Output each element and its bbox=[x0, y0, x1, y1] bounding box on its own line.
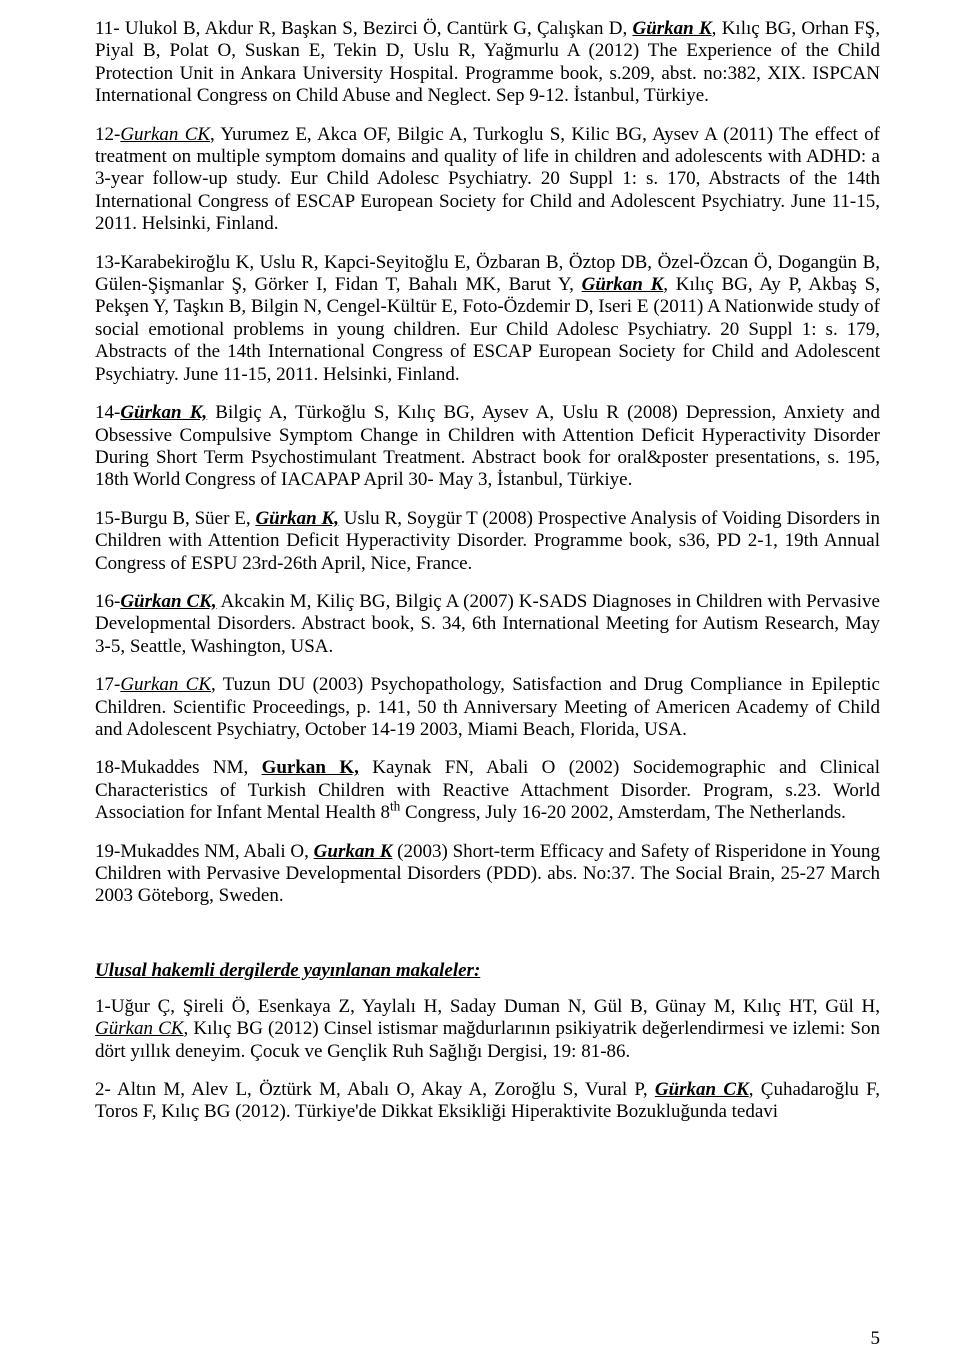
national-reference-2: 2- Altın M, Alev L, Öztürk M, Abalı O, A… bbox=[95, 1079, 880, 1124]
reference-19: 19-Mukaddes NM, Abali O, Gurkan K (2003)… bbox=[95, 841, 880, 908]
reference-11: 11- Ulukol B, Akdur R, Başkan S, Bezirci… bbox=[95, 18, 880, 108]
text: , Kılıç BG (2012) Cinsel istismar mağdur… bbox=[95, 1018, 880, 1061]
superscript: th bbox=[390, 799, 400, 814]
reference-14: 14-Gürkan K, Bilgiç A, Türkoğlu S, Kılıç… bbox=[95, 402, 880, 492]
reference-12: 12-Gurkan CK, Yurumez E, Akca OF, Bilgic… bbox=[95, 124, 880, 236]
page-number: 5 bbox=[871, 1328, 881, 1350]
text: 15-Burgu B, Süer E, bbox=[95, 508, 255, 529]
text: 12- bbox=[95, 124, 120, 145]
text: , Yurumez E, Akca OF, Bilgic A, Turkoglu… bbox=[95, 124, 880, 235]
reference-17: 17-Gurkan CK, Tuzun DU (2003) Psychopath… bbox=[95, 674, 880, 741]
author-highlight: Gurkan CK bbox=[120, 124, 210, 145]
author-highlight: Gürkan K, bbox=[120, 402, 207, 423]
text: 16- bbox=[95, 591, 120, 612]
text: 2- Altın M, Alev L, Öztürk M, Abalı O, A… bbox=[95, 1079, 655, 1100]
author-highlight: Gürkan CK bbox=[655, 1079, 749, 1100]
document-page: 11- Ulukol B, Akdur R, Başkan S, Bezirci… bbox=[0, 0, 960, 1368]
text: 19-Mukaddes NM, Abali O, bbox=[95, 841, 314, 862]
reference-18: 18-Mukaddes NM, Gurkan K, Kaynak FN, Aba… bbox=[95, 757, 880, 824]
author-highlight: Gürkan CK bbox=[95, 1018, 184, 1039]
text: 11- Ulukol B, Akdur R, Başkan S, Bezirci… bbox=[95, 18, 632, 39]
author-highlight: Gürkan K, bbox=[255, 508, 339, 529]
author-highlight: Gurkan CK bbox=[120, 674, 211, 695]
text: 18-Mukaddes NM, bbox=[95, 757, 262, 778]
author-highlight: Gürkan K bbox=[632, 18, 711, 39]
author-highlight: Gürkan CK, bbox=[120, 591, 216, 612]
author-highlight: Gurkan K, bbox=[262, 757, 359, 778]
section-heading: Ulusal hakemli dergilerde yayınlanan mak… bbox=[95, 960, 880, 982]
reference-16: 16-Gürkan CK, Akcakin M, Kiliç BG, Bilgi… bbox=[95, 591, 880, 658]
text: Congress, July 16-20 2002, Amsterdam, Th… bbox=[400, 802, 846, 823]
author-highlight: Gürkan K bbox=[582, 274, 664, 295]
text: 14- bbox=[95, 402, 120, 423]
text: , Tuzun DU (2003) Psychopathology, Satis… bbox=[95, 674, 880, 740]
national-reference-1: 1-Uğur Ç, Şireli Ö, Esenkaya Z, Yaylalı … bbox=[95, 996, 880, 1063]
text: 1-Uğur Ç, Şireli Ö, Esenkaya Z, Yaylalı … bbox=[95, 996, 880, 1017]
text: 17- bbox=[95, 674, 120, 695]
reference-15: 15-Burgu B, Süer E, Gürkan K, Uslu R, So… bbox=[95, 508, 880, 575]
author-highlight: Gurkan K bbox=[314, 841, 393, 862]
text: Bilgiç A, Türkoğlu S, Kılıç BG, Aysev A,… bbox=[95, 402, 880, 490]
reference-13: 13-Karabekiroğlu K, Uslu R, Kapci-Seyito… bbox=[95, 252, 880, 386]
spacer bbox=[95, 924, 880, 942]
